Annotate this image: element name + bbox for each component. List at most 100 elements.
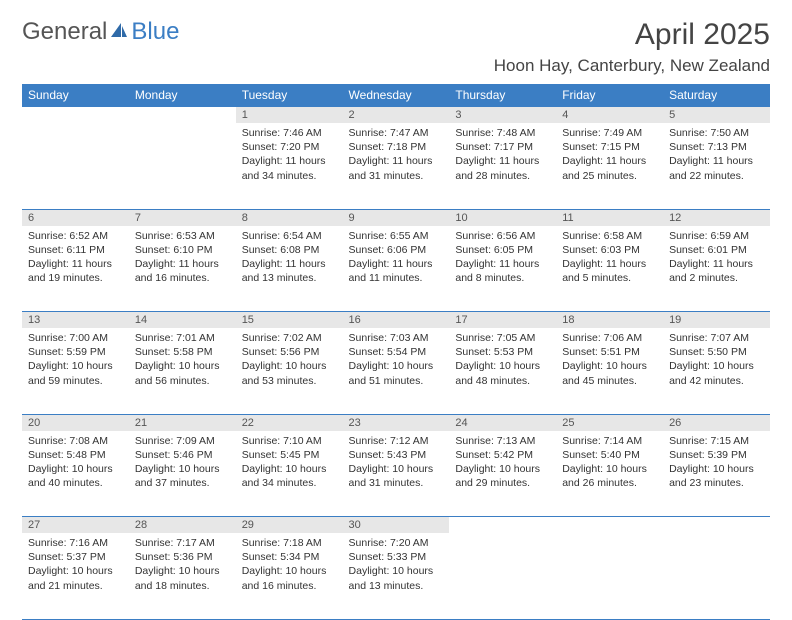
sunrise-line: Sunrise: 7:01 AM [135,331,230,345]
day-number-cell: 26 [663,414,770,431]
day-details: Sunrise: 6:53 AMSunset: 6:10 PMDaylight:… [129,226,236,290]
sunrise-line: Sunrise: 7:10 AM [242,434,337,448]
day-number-cell: 13 [22,312,129,329]
day-content-cell: Sunrise: 7:10 AMSunset: 5:45 PMDaylight:… [236,431,343,517]
weekday-header: Friday [556,84,663,107]
sunrise-line: Sunrise: 7:05 AM [455,331,550,345]
day-details: Sunrise: 7:20 AMSunset: 5:33 PMDaylight:… [343,533,450,597]
day-content-cell: Sunrise: 7:12 AMSunset: 5:43 PMDaylight:… [343,431,450,517]
weekday-header: Tuesday [236,84,343,107]
sunset-line: Sunset: 5:58 PM [135,345,230,359]
day-details: Sunrise: 7:05 AMSunset: 5:53 PMDaylight:… [449,328,556,392]
day-details: Sunrise: 7:13 AMSunset: 5:42 PMDaylight:… [449,431,556,495]
day-number-cell [663,517,770,534]
day-number-cell [22,107,129,124]
sail-icon [109,18,129,46]
day-number-cell: 20 [22,414,129,431]
sunrise-line: Sunrise: 7:49 AM [562,126,657,140]
sunrise-line: Sunrise: 7:16 AM [28,536,123,550]
day-content-cell: Sunrise: 7:14 AMSunset: 5:40 PMDaylight:… [556,431,663,517]
day-content-cell [22,123,129,209]
daylight-line: Daylight: 10 hours and 53 minutes. [242,359,337,387]
day-number-cell: 16 [343,312,450,329]
daylight-line: Daylight: 10 hours and 16 minutes. [242,564,337,592]
sunrise-line: Sunrise: 6:58 AM [562,229,657,243]
day-content-cell: Sunrise: 7:00 AMSunset: 5:59 PMDaylight:… [22,328,129,414]
day-details: Sunrise: 7:12 AMSunset: 5:43 PMDaylight:… [343,431,450,495]
day-number-cell: 23 [343,414,450,431]
sunset-line: Sunset: 7:13 PM [669,140,764,154]
day-details: Sunrise: 7:46 AMSunset: 7:20 PMDaylight:… [236,123,343,187]
day-number-cell: 18 [556,312,663,329]
day-number-cell: 30 [343,517,450,534]
daylight-line: Daylight: 10 hours and 18 minutes. [135,564,230,592]
day-number-cell: 12 [663,209,770,226]
sunset-line: Sunset: 6:11 PM [28,243,123,257]
day-content-cell: Sunrise: 7:47 AMSunset: 7:18 PMDaylight:… [343,123,450,209]
sunset-line: Sunset: 5:33 PM [349,550,444,564]
daylight-line: Daylight: 11 hours and 25 minutes. [562,154,657,182]
daylight-line: Daylight: 10 hours and 31 minutes. [349,462,444,490]
sunrise-line: Sunrise: 7:09 AM [135,434,230,448]
day-details: Sunrise: 7:09 AMSunset: 5:46 PMDaylight:… [129,431,236,495]
day-details: Sunrise: 7:16 AMSunset: 5:37 PMDaylight:… [22,533,129,597]
sunrise-line: Sunrise: 7:03 AM [349,331,444,345]
weekday-header-row: SundayMondayTuesdayWednesdayThursdayFrid… [22,84,770,107]
sunrise-line: Sunrise: 7:14 AM [562,434,657,448]
day-details: Sunrise: 7:17 AMSunset: 5:36 PMDaylight:… [129,533,236,597]
day-details: Sunrise: 7:18 AMSunset: 5:34 PMDaylight:… [236,533,343,597]
day-number-cell: 25 [556,414,663,431]
sunset-line: Sunset: 5:43 PM [349,448,444,462]
daylight-line: Daylight: 10 hours and 56 minutes. [135,359,230,387]
sunset-line: Sunset: 7:20 PM [242,140,337,154]
sunrise-line: Sunrise: 6:59 AM [669,229,764,243]
daylight-line: Daylight: 10 hours and 59 minutes. [28,359,123,387]
day-content-cell: Sunrise: 7:46 AMSunset: 7:20 PMDaylight:… [236,123,343,209]
day-number-cell: 17 [449,312,556,329]
sunset-line: Sunset: 6:08 PM [242,243,337,257]
day-details: Sunrise: 6:59 AMSunset: 6:01 PMDaylight:… [663,226,770,290]
sunset-line: Sunset: 5:53 PM [455,345,550,359]
sunset-line: Sunset: 7:15 PM [562,140,657,154]
sunrise-line: Sunrise: 7:17 AM [135,536,230,550]
day-details: Sunrise: 7:10 AMSunset: 5:45 PMDaylight:… [236,431,343,495]
day-content-cell: Sunrise: 6:59 AMSunset: 6:01 PMDaylight:… [663,226,770,312]
sunset-line: Sunset: 6:10 PM [135,243,230,257]
daylight-line: Daylight: 10 hours and 40 minutes. [28,462,123,490]
day-number-cell: 14 [129,312,236,329]
day-number-cell [556,517,663,534]
day-details: Sunrise: 6:54 AMSunset: 6:08 PMDaylight:… [236,226,343,290]
day-content-row: Sunrise: 7:46 AMSunset: 7:20 PMDaylight:… [22,123,770,209]
sunrise-line: Sunrise: 6:52 AM [28,229,123,243]
day-content-cell: Sunrise: 7:48 AMSunset: 7:17 PMDaylight:… [449,123,556,209]
day-details: Sunrise: 7:02 AMSunset: 5:56 PMDaylight:… [236,328,343,392]
logo-text-general: General [22,18,107,46]
daylight-line: Daylight: 11 hours and 2 minutes. [669,257,764,285]
sunset-line: Sunset: 5:59 PM [28,345,123,359]
day-content-cell: Sunrise: 7:06 AMSunset: 5:51 PMDaylight:… [556,328,663,414]
day-content-row: Sunrise: 7:08 AMSunset: 5:48 PMDaylight:… [22,431,770,517]
day-details: Sunrise: 7:48 AMSunset: 7:17 PMDaylight:… [449,123,556,187]
day-content-cell: Sunrise: 7:07 AMSunset: 5:50 PMDaylight:… [663,328,770,414]
day-content-cell [449,533,556,619]
sunset-line: Sunset: 7:18 PM [349,140,444,154]
weekday-header: Wednesday [343,84,450,107]
sunrise-line: Sunrise: 7:06 AM [562,331,657,345]
day-content-cell: Sunrise: 7:09 AMSunset: 5:46 PMDaylight:… [129,431,236,517]
day-content-cell: Sunrise: 7:05 AMSunset: 5:53 PMDaylight:… [449,328,556,414]
day-details: Sunrise: 6:58 AMSunset: 6:03 PMDaylight:… [556,226,663,290]
day-details: Sunrise: 7:49 AMSunset: 7:15 PMDaylight:… [556,123,663,187]
day-number-cell: 28 [129,517,236,534]
logo-text-blue: Blue [131,18,179,46]
day-details: Sunrise: 7:50 AMSunset: 7:13 PMDaylight:… [663,123,770,187]
daylight-line: Daylight: 10 hours and 21 minutes. [28,564,123,592]
day-content-cell: Sunrise: 7:50 AMSunset: 7:13 PMDaylight:… [663,123,770,209]
day-number-cell: 7 [129,209,236,226]
day-content-cell: Sunrise: 7:15 AMSunset: 5:39 PMDaylight:… [663,431,770,517]
day-details: Sunrise: 7:08 AMSunset: 5:48 PMDaylight:… [22,431,129,495]
day-details: Sunrise: 7:15 AMSunset: 5:39 PMDaylight:… [663,431,770,495]
daylight-line: Daylight: 10 hours and 37 minutes. [135,462,230,490]
sunset-line: Sunset: 5:40 PM [562,448,657,462]
sunset-line: Sunset: 5:36 PM [135,550,230,564]
weekday-header: Sunday [22,84,129,107]
